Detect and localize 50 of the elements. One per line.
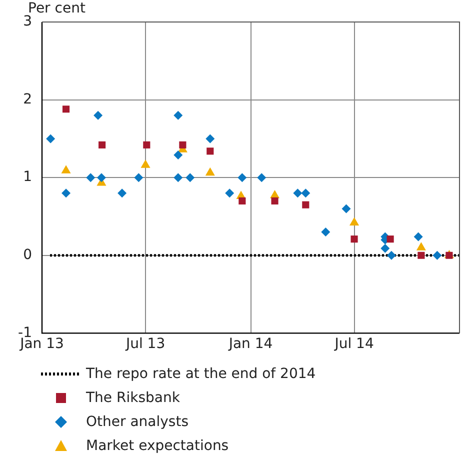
point xyxy=(94,110,103,120)
point xyxy=(174,173,183,182)
point xyxy=(321,228,330,237)
point xyxy=(302,201,310,208)
point xyxy=(414,232,423,242)
y-tick-label: 3 xyxy=(23,14,32,30)
point xyxy=(186,173,195,182)
point xyxy=(293,188,302,198)
point xyxy=(257,173,266,182)
point xyxy=(143,141,150,148)
point xyxy=(86,173,96,182)
point xyxy=(96,173,106,182)
point xyxy=(386,250,396,260)
point xyxy=(174,150,183,160)
point xyxy=(350,217,360,226)
point xyxy=(271,197,278,204)
point xyxy=(416,242,426,250)
x-tick-label: Jan 14 xyxy=(228,336,273,352)
point xyxy=(62,106,70,113)
point xyxy=(350,236,358,243)
point xyxy=(418,252,425,259)
point xyxy=(225,188,234,198)
legend-label: Other analysts xyxy=(86,413,188,432)
point xyxy=(206,148,214,155)
x-tick-label: Jul 13 xyxy=(124,336,166,352)
point xyxy=(46,134,56,144)
point xyxy=(118,188,127,198)
point xyxy=(134,173,144,182)
y-tick-label: 0 xyxy=(23,247,32,264)
point xyxy=(205,167,215,176)
legend-label: Market expectations xyxy=(86,437,229,456)
point xyxy=(179,141,186,148)
y-tick-label: 2 xyxy=(23,91,32,108)
x-tick-label: Jul 14 xyxy=(334,336,374,352)
legend-label: The repo rate at the end of 2014 xyxy=(86,365,316,384)
point xyxy=(140,160,150,168)
legend-label: The Riksbank xyxy=(86,389,180,408)
y-tick-label: 1 xyxy=(23,169,32,186)
point xyxy=(98,141,106,148)
point xyxy=(62,188,71,198)
point xyxy=(238,173,247,182)
point xyxy=(301,188,310,198)
point xyxy=(380,244,390,253)
point xyxy=(174,110,183,120)
point xyxy=(432,250,442,260)
point xyxy=(206,134,215,144)
point xyxy=(386,236,394,243)
point xyxy=(238,197,246,204)
point xyxy=(61,165,71,174)
point xyxy=(342,204,351,214)
